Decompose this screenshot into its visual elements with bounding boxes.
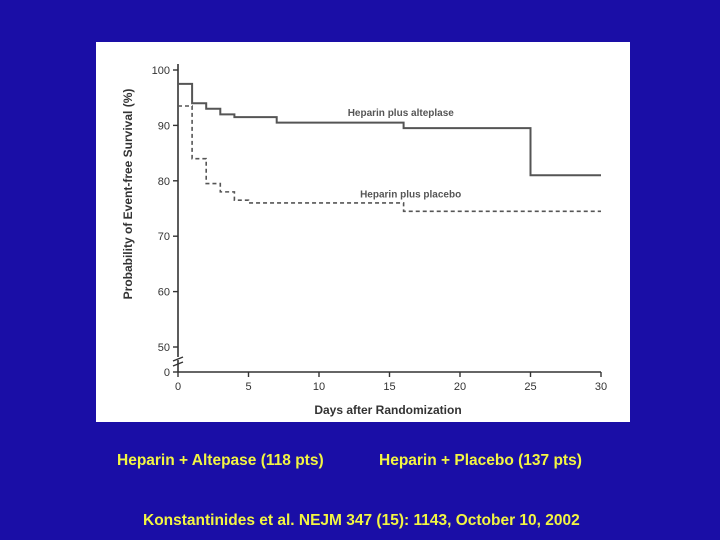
y-tick-label: 90 bbox=[158, 120, 170, 132]
figure-panel: 0 50 60 70 80 90 100 0 5 10 15 20 25 30 Heparin plus … bbox=[96, 42, 630, 422]
y-tick-label: 80 bbox=[158, 176, 170, 188]
y-tick-label: 60 bbox=[158, 287, 170, 299]
x-tick-label: 30 bbox=[595, 381, 607, 393]
x-tick-label: 15 bbox=[383, 381, 395, 393]
series-label-alteplase: Heparin plus alteplase bbox=[348, 108, 455, 119]
x-tick-label: 5 bbox=[245, 381, 251, 393]
series-label-placebo: Heparin plus placebo bbox=[360, 189, 461, 200]
y-tick-label: 50 bbox=[158, 342, 170, 354]
caption-alteplase-group: Heparin + Altepase (118 pts) bbox=[117, 452, 324, 469]
caption-placebo-group: Heparin + Placebo (137 pts) bbox=[379, 452, 582, 469]
series-line-placebo bbox=[178, 105, 601, 213]
y-tick-label: 100 bbox=[152, 65, 170, 77]
chart-labels-layer: Heparin plus alteplase Heparin plus place… bbox=[348, 108, 462, 200]
survival-chart: 0 50 60 70 80 90 100 0 5 10 15 20 25 30 Heparin plus … bbox=[121, 64, 607, 417]
citation-text: Konstantinides et al. NEJM 347 (15): 114… bbox=[143, 512, 580, 529]
y-tick-label: 70 bbox=[158, 231, 170, 243]
axis-break-mark-1 bbox=[172, 356, 184, 362]
y-axis-label: Probability of Event-free Survival (%) bbox=[121, 89, 135, 300]
x-axis-label: Days after Randomization bbox=[314, 403, 461, 417]
x-tick-label: 25 bbox=[524, 381, 536, 393]
axis-break-mark-2 bbox=[172, 361, 184, 367]
chart-ticks: 0 50 60 70 80 90 100 0 5 10 15 20 25 30 bbox=[152, 65, 607, 393]
series-line-alteplase bbox=[178, 82, 601, 177]
x-tick-label: 10 bbox=[313, 381, 325, 393]
x-tick-label: 20 bbox=[454, 381, 466, 393]
y-tick-label: 0 bbox=[164, 367, 170, 379]
x-tick-label: 0 bbox=[175, 381, 181, 393]
chart-series-layer bbox=[178, 82, 601, 213]
